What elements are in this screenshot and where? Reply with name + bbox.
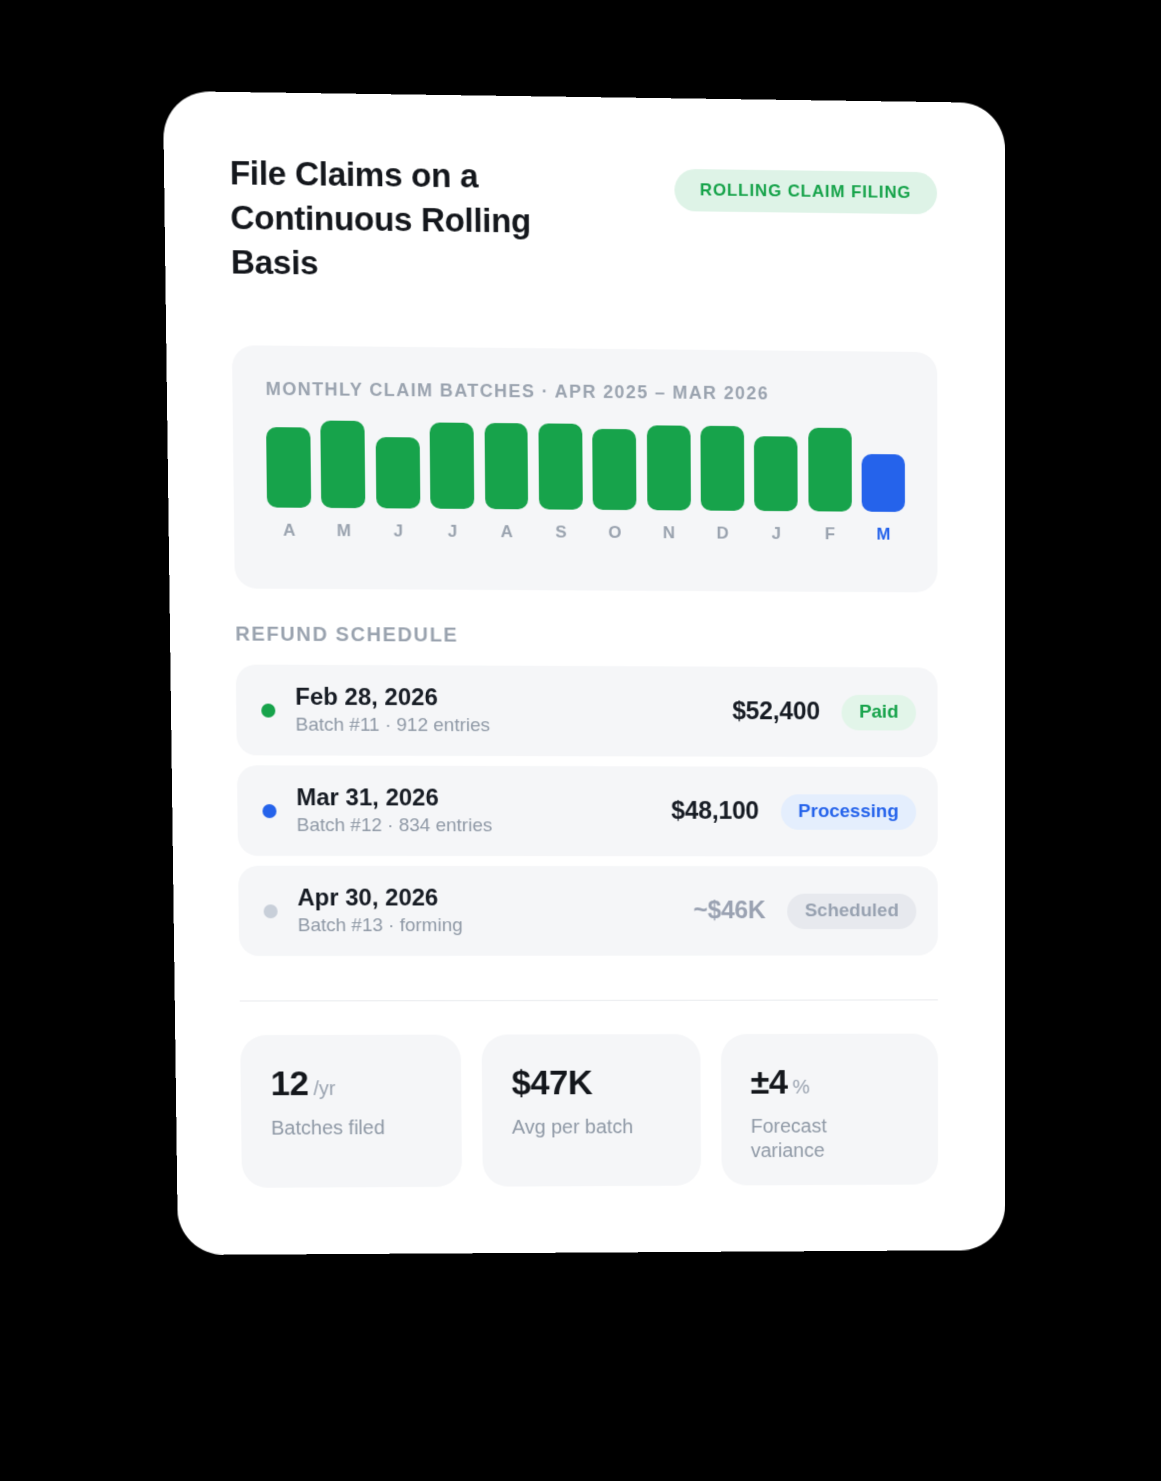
- row-amount: $48,100: [671, 797, 759, 825]
- row-meta: Batch #12 · 834 entries: [296, 814, 493, 836]
- chart-bar-d-8: [700, 425, 745, 511]
- month-label-f-10: F: [824, 524, 836, 544]
- row-date: Feb 28, 2026: [295, 683, 438, 711]
- stat-label: Batches filed: [270, 1117, 385, 1140]
- stat-forecast-variance: ±4 % Forecast variance: [720, 1033, 939, 1186]
- row-amount: ~$46K: [693, 896, 766, 925]
- chart-bar-f-10: [808, 427, 852, 512]
- row-amount: $52,400: [732, 697, 820, 726]
- stat-label: Forecast variance: [750, 1115, 827, 1162]
- chart-bar-s-5: [538, 423, 583, 510]
- schedule-row-mar: Mar 31, 2026 Batch #12 · 834 entries $48…: [236, 765, 938, 857]
- refund-schedule-heading: REFUND SCHEDULE: [235, 623, 459, 647]
- bar-chart-bars: [266, 400, 905, 512]
- stat-value: $47K: [511, 1063, 593, 1103]
- row-meta: Batch #11 · 912 entries: [295, 714, 491, 736]
- page-title: File Claims on a Continuous Rolling Basi…: [229, 153, 531, 282]
- stat-unit: %: [792, 1076, 810, 1099]
- month-label-d-8: D: [716, 523, 729, 543]
- chart-bar-m-11: [861, 454, 905, 512]
- chart-bar-j-3: [429, 422, 475, 509]
- row-date: Apr 30, 2026: [297, 884, 439, 911]
- schedule-row-apr: Apr 30, 2026 Batch #13 · forming ~$46K S…: [238, 865, 938, 956]
- month-label-j-3: J: [447, 521, 458, 541]
- card-header: File Claims on a Continuous Rolling Basi…: [229, 92, 938, 292]
- month-label-s-5: S: [555, 522, 567, 542]
- month-label-a-0: A: [283, 520, 296, 540]
- divider: [239, 999, 938, 1002]
- status-badge-scheduled: Scheduled: [787, 893, 917, 929]
- stat-avg-per-batch: $47K Avg per batch: [481, 1034, 702, 1187]
- stats-row: 12 /yr Batches filed $47K Avg per batch …: [240, 1033, 939, 1188]
- status-dot-processing: [262, 803, 277, 818]
- stat-unit: /yr: [313, 1078, 336, 1100]
- status-dot-scheduled: [263, 903, 278, 918]
- month-label-m-11: M: [876, 524, 891, 544]
- monthly-claim-batches-chart: MONTHLY CLAIM BATCHES · APR 2025 – MAR 2…: [231, 345, 938, 593]
- month-label-o-6: O: [608, 522, 622, 542]
- schedule-row-feb: Feb 28, 2026 Batch #11 · 912 entries $52…: [235, 664, 938, 758]
- stat-label: Avg per batch: [511, 1116, 634, 1139]
- stat-batches-filed: 12 /yr Batches filed: [240, 1034, 463, 1188]
- chart-bar-n-7: [646, 425, 691, 511]
- row-meta: Batch #13 · forming: [297, 914, 463, 936]
- month-label-n-7: N: [662, 523, 675, 543]
- month-label-m-1: M: [336, 521, 352, 541]
- status-badge-paid: Paid: [841, 694, 917, 731]
- month-label-a-4: A: [500, 522, 513, 542]
- chart-bar-a-0: [266, 427, 312, 508]
- month-label-j-2: J: [393, 521, 404, 541]
- chart-bar-o-6: [592, 428, 637, 511]
- stat-value: ±4: [750, 1063, 788, 1102]
- refund-schedule-list: Feb 28, 2026 Batch #11 · 912 entries $52…: [235, 664, 938, 956]
- status-dot-paid: [261, 703, 276, 718]
- status-badge-processing: Processing: [780, 793, 917, 830]
- month-label-j-9: J: [771, 523, 782, 543]
- rolling-claim-filing-badge: ROLLING CLAIM FILING: [673, 168, 938, 215]
- chart-bar-m-1: [320, 420, 366, 509]
- row-date: Mar 31, 2026: [296, 783, 439, 811]
- chart-bar-j-9: [754, 436, 798, 512]
- stat-value: 12: [270, 1064, 309, 1104]
- chart-bar-j-2: [375, 437, 420, 509]
- claims-card: File Claims on a Continuous Rolling Basi…: [163, 91, 1006, 1256]
- chart-bar-a-4: [484, 422, 529, 510]
